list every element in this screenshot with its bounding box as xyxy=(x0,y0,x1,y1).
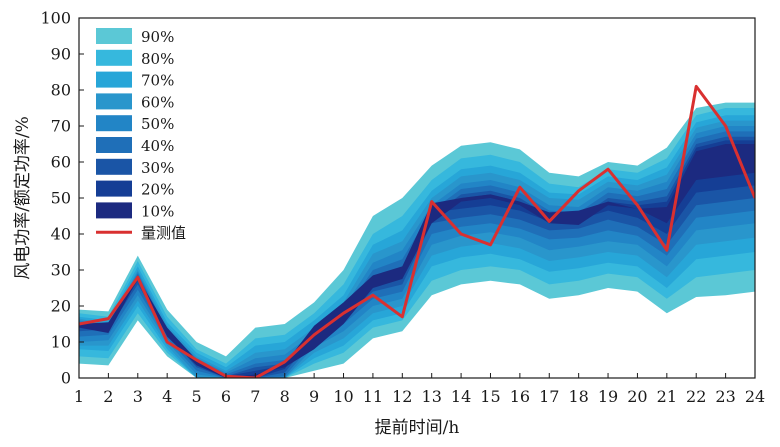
x-tick-label: 4 xyxy=(162,387,172,406)
x-tick-label: 11 xyxy=(363,387,383,406)
x-tick-label: 24 xyxy=(745,387,765,406)
x-tick-label: 16 xyxy=(510,387,530,406)
x-tick-label: 22 xyxy=(686,387,706,406)
y-tick-label: 40 xyxy=(51,225,71,244)
x-tick-label: 3 xyxy=(133,387,143,406)
y-tick-label: 60 xyxy=(51,153,71,172)
legend-label: 90% xyxy=(141,28,174,46)
legend-swatch xyxy=(96,49,132,66)
x-axis: 1 2 3 4 5 6 7 8 9 10 11 12 13 14 15 16 17 18 19 20 21 22 23 24 xyxy=(74,373,765,406)
x-tick-label: 20 xyxy=(627,387,647,406)
legend: 90% 80% 70% 60% 50% 40% 30% 20% 10% 量测值 xyxy=(96,28,186,242)
x-tick-label: 21 xyxy=(657,387,677,406)
x-tick-label: 15 xyxy=(480,387,500,406)
y-tick-label: 50 xyxy=(51,189,71,208)
x-tick-label: 13 xyxy=(422,387,442,406)
legend-label: 40% xyxy=(141,137,174,155)
x-tick-label: 9 xyxy=(309,387,319,406)
x-tick-label: 19 xyxy=(598,387,618,406)
legend-swatch xyxy=(96,158,132,175)
y-tick-label: 30 xyxy=(51,261,71,280)
legend-swatch xyxy=(96,180,132,197)
y-tick-label: 70 xyxy=(51,117,71,136)
legend-label: 10% xyxy=(141,202,174,220)
legend-label: 30% xyxy=(141,159,174,177)
x-tick-label: 6 xyxy=(221,387,231,406)
legend-swatch xyxy=(96,115,132,132)
legend-swatch xyxy=(96,202,132,219)
x-tick-label: 8 xyxy=(280,387,290,406)
y-tick-label: 10 xyxy=(51,333,71,352)
x-tick-label: 12 xyxy=(392,387,412,406)
x-tick-label: 17 xyxy=(539,387,559,406)
x-tick-label: 10 xyxy=(333,387,353,406)
y-axis-title: 风电功率/额定功率/% xyxy=(13,116,33,280)
x-tick-label: 7 xyxy=(250,387,260,406)
legend-swatch xyxy=(96,28,132,44)
band-20pct xyxy=(79,140,755,378)
legend-label: 20% xyxy=(141,181,174,199)
y-tick-label: 100 xyxy=(40,9,71,28)
legend-swatch xyxy=(96,93,132,110)
x-tick-label: 1 xyxy=(74,387,84,406)
y-axis: 0 10 20 30 40 50 60 70 80 90 100 xyxy=(40,9,84,388)
legend-swatch xyxy=(96,137,132,153)
legend-label-measured: 量测值 xyxy=(141,224,186,242)
legend-label: 50% xyxy=(141,115,174,133)
y-tick-label: 90 xyxy=(51,45,71,64)
x-tick-label: 2 xyxy=(103,387,113,406)
series-line-measured xyxy=(79,84,755,378)
y-tick-label: 0 xyxy=(61,369,71,388)
x-tick-label: 23 xyxy=(715,387,735,406)
x-tick-label: 14 xyxy=(451,387,471,406)
band-30pct xyxy=(79,136,755,378)
legend-swatch xyxy=(96,71,132,88)
x-tick-label: 18 xyxy=(568,387,588,406)
x-tick-label: 5 xyxy=(191,387,201,406)
legend-label: 60% xyxy=(141,93,174,111)
y-tick-label: 80 xyxy=(51,81,71,100)
measured-series xyxy=(79,84,755,378)
y-tick-label: 20 xyxy=(51,297,71,316)
x-axis-title: 提前时间/h xyxy=(375,418,460,438)
legend-label: 80% xyxy=(141,50,174,68)
legend-label: 70% xyxy=(141,72,174,90)
